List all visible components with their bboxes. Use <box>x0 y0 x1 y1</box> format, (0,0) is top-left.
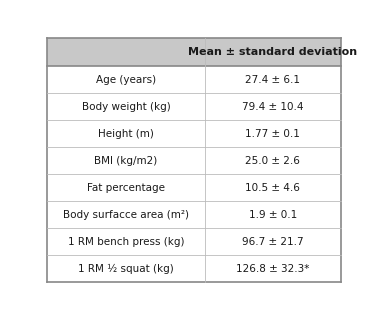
Bar <box>47 255 341 282</box>
Text: Height (m): Height (m) <box>98 129 154 139</box>
Text: 79.4 ± 10.4: 79.4 ± 10.4 <box>242 102 304 112</box>
Text: 1.9 ± 0.1: 1.9 ± 0.1 <box>249 210 297 220</box>
Text: 126.8 ± 32.3*: 126.8 ± 32.3* <box>236 264 310 274</box>
Bar <box>47 66 341 93</box>
Text: 1 RM bench press (kg): 1 RM bench press (kg) <box>68 236 184 247</box>
Text: 96.7 ± 21.7: 96.7 ± 21.7 <box>242 236 304 247</box>
Bar <box>47 93 341 120</box>
Text: 1.77 ± 0.1: 1.77 ± 0.1 <box>245 129 300 139</box>
Bar <box>47 174 341 201</box>
Text: 25.0 ± 2.6: 25.0 ± 2.6 <box>245 156 300 165</box>
Bar <box>47 201 341 228</box>
Bar <box>47 228 341 255</box>
Text: Age (years): Age (years) <box>96 74 156 85</box>
Bar <box>47 38 341 66</box>
Text: Body surfacce area (m²): Body surfacce area (m²) <box>63 210 189 220</box>
Text: 1 RM ½ squat (kg): 1 RM ½ squat (kg) <box>78 263 174 274</box>
Bar <box>47 120 341 147</box>
Text: Fat percentage: Fat percentage <box>87 183 165 193</box>
Text: BMI (kg/m2): BMI (kg/m2) <box>94 156 158 165</box>
Text: Body weight (kg): Body weight (kg) <box>81 102 170 112</box>
Bar <box>47 147 341 174</box>
Text: 10.5 ± 4.6: 10.5 ± 4.6 <box>245 183 300 193</box>
Text: Mean ± standard deviation: Mean ± standard deviation <box>188 47 357 57</box>
Text: 27.4 ± 6.1: 27.4 ± 6.1 <box>245 74 300 85</box>
